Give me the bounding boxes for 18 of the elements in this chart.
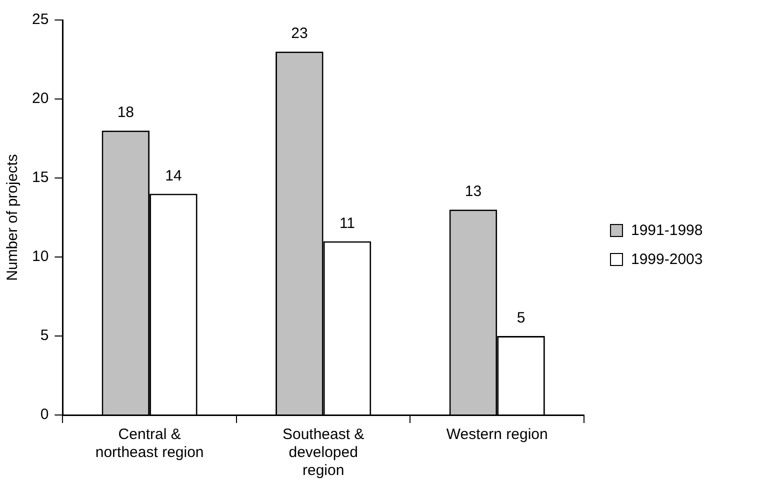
y-tick-label: 5: [40, 327, 49, 344]
y-tick-label: 10: [32, 248, 49, 266]
data-label: 5: [516, 310, 526, 327]
y-tick-label: 15: [32, 169, 49, 186]
data-label: 18: [117, 104, 134, 122]
y-axis-title: Number of projects: [4, 154, 22, 281]
y-tick-label: 0: [40, 406, 49, 424]
data-label: 13: [464, 183, 482, 200]
y-tick-label: 25: [32, 11, 49, 28]
data-label: 23: [291, 25, 308, 42]
data-label: 14: [165, 167, 182, 184]
data-label: 11: [339, 214, 356, 232]
y-tick-label: 20: [32, 90, 49, 108]
text: 1999-2003: [631, 251, 703, 268]
x-tick-label: Western region: [446, 426, 548, 444]
legend-label: 1991-1998: [631, 222, 703, 239]
x-tick-label: Central & northeast region: [95, 426, 204, 462]
x-tick-label: Southeast & developed region: [282, 426, 364, 480]
